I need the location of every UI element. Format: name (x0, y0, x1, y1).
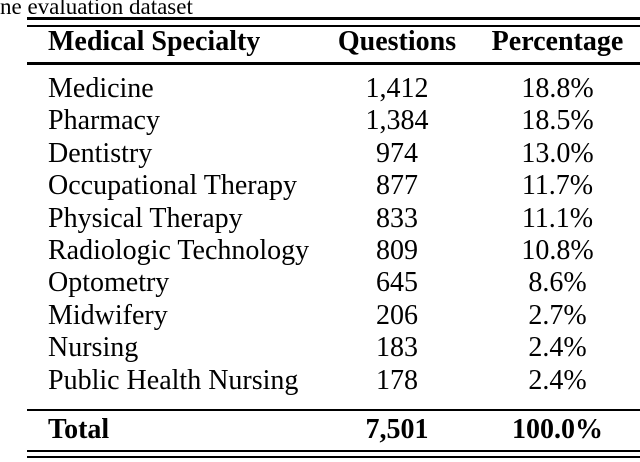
specialty-cell: Nursing (48, 332, 139, 364)
questions-cell: 645 (376, 267, 418, 299)
specialty-cell: Pharmacy (48, 105, 160, 137)
questions-cell: 833 (376, 202, 418, 234)
table-row: Medicine 1,412 18.8% (27, 73, 640, 105)
specialty-cell: Optometry (48, 267, 170, 299)
bottom-rule-inner (27, 449, 640, 452)
percentage-cell: 2.4% (528, 364, 587, 396)
questions-cell: 206 (376, 299, 418, 331)
table-row: Optometry 645 8.6% (27, 267, 640, 299)
table-row: Nursing 183 2.4% (27, 332, 640, 364)
total-percentage-value: 100.0% (512, 414, 603, 445)
questions-cell: 877 (376, 170, 418, 202)
percentage-cell: 8.6% (528, 267, 587, 299)
percentage-cell: 2.7% (528, 299, 587, 331)
total-top-rule (27, 408, 640, 411)
table-body: Medicine 1,412 18.8% Pharmacy 1,384 18.5… (27, 73, 640, 397)
percentage-cell: 11.1% (521, 202, 594, 234)
bottom-rule-outer (27, 456, 640, 458)
medical-specialty-table: Medical Specialty Questions Percentage M… (27, 0, 640, 462)
percentage-cell: 2.4% (528, 332, 587, 364)
top-rule-inner (27, 24, 640, 27)
questions-cell: 1,384 (365, 105, 429, 137)
top-rule-outer (27, 17, 640, 20)
table-row: Radiologic Technology 809 10.8% (27, 235, 640, 267)
questions-cell: 178 (376, 364, 418, 396)
table-row: Pharmacy 1,384 18.5% (27, 105, 640, 137)
percentage-cell: 10.8% (521, 234, 594, 266)
column-header-medical-specialty: Medical Specialty (48, 26, 261, 57)
percentage-cell: 18.8% (521, 73, 594, 104)
column-header-percentage: Percentage (491, 26, 624, 57)
specialty-cell: Medicine (48, 73, 154, 104)
table-row: Midwifery 206 2.7% (27, 300, 640, 332)
table-caption: ne evaluation dataset (0, 0, 193, 19)
questions-cell: 809 (376, 234, 418, 266)
percentage-cell: 11.7% (521, 170, 594, 202)
questions-cell: 183 (376, 332, 418, 364)
specialty-cell: Radiologic Technology (48, 234, 310, 266)
specialty-cell: Occupational Therapy (48, 170, 298, 202)
table-row: Occupational Therapy 877 11.7% (27, 170, 640, 202)
table-row: Dentistry 974 13.0% (27, 138, 640, 170)
table-row: Public Health Nursing 178 2.4% (27, 365, 640, 397)
specialty-cell: Public Health Nursing (48, 364, 299, 396)
specialty-cell: Physical Therapy (48, 202, 243, 234)
table-total-row: Total 7,501 100.0% (27, 414, 640, 446)
header-bottom-rule (27, 62, 640, 65)
specialty-cell: Dentistry (48, 137, 153, 169)
questions-cell: 974 (376, 137, 418, 169)
table-row: Physical Therapy 833 11.1% (27, 203, 640, 235)
total-label: Total (48, 414, 110, 445)
column-header-questions: Questions (337, 26, 457, 57)
total-questions-value: 7,501 (365, 414, 429, 445)
questions-cell: 1,412 (365, 73, 429, 104)
percentage-cell: 13.0% (521, 137, 594, 169)
specialty-cell: Midwifery (48, 299, 168, 331)
table-header-row: Medical Specialty Questions Percentage (27, 26, 640, 58)
percentage-cell: 18.5% (521, 105, 594, 137)
